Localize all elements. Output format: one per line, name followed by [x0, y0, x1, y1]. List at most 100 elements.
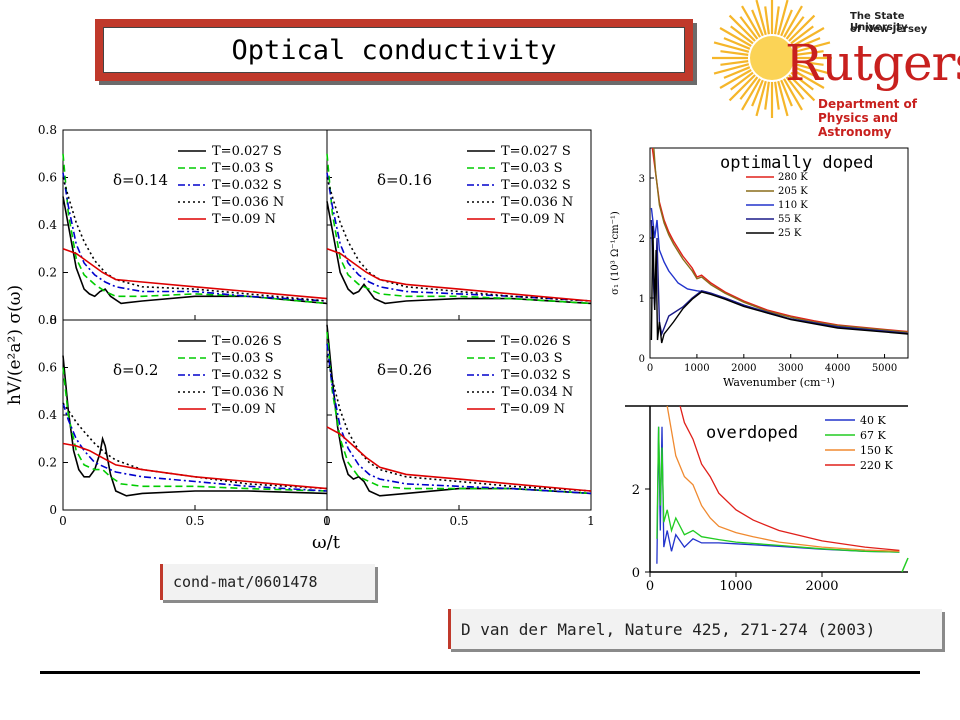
y-tick-label: 0 [49, 503, 57, 517]
y-tick-label: 2 [639, 234, 645, 245]
legend-label: T=0.032 S [501, 368, 571, 383]
series-line [62, 172, 328, 302]
sun-ray [730, 71, 754, 91]
sun-ray [794, 41, 831, 53]
sun-ray [720, 60, 749, 66]
sun-ray [774, 81, 780, 110]
series-line [653, 147, 909, 333]
x-tick-label: 0 [646, 579, 654, 594]
logo-university-line2: of New Jersey [850, 24, 928, 35]
theory-y-axis-label: hV/(e²a²) σ(ω) [5, 285, 25, 405]
sun-ray [792, 69, 825, 89]
legend-label: 220 K [860, 459, 893, 472]
y-tick-label: 3 [639, 174, 645, 185]
legend-label: T=0.09 N [212, 212, 276, 227]
series-line [651, 147, 909, 333]
legend-label: T=0.036 N [212, 195, 284, 210]
legend-label: 55 K [778, 214, 802, 225]
x-tick-label: 0 [323, 514, 331, 528]
delta-label: δ=0.14 [113, 171, 168, 189]
y-tick-label: 0.2 [38, 266, 57, 280]
sun-ray [792, 27, 825, 47]
sun-ray [728, 14, 756, 42]
logo-university-line1: The State University [850, 11, 908, 33]
optimally-doped-chart: 0 1 2 3 0 1000 2000 3000 4000 5000 Wavenumber (cm⁻… [610, 147, 909, 389]
legend-label: T=0.09 N [212, 402, 276, 417]
optimal-frame [649, 147, 909, 359]
legend-label: 110 K [778, 200, 808, 211]
optimal-x-axis-label: Wavenumber (cm⁻¹) [723, 376, 835, 389]
series-line [62, 177, 328, 302]
sun-ray [764, 6, 770, 35]
sun-ray [794, 63, 831, 75]
sun-ray [713, 41, 750, 53]
legend-label: 280 K [778, 172, 808, 183]
series-line [326, 355, 592, 492]
legend-label: 150 K [860, 444, 893, 457]
x-tick-label: 3000 [778, 363, 803, 374]
legend-label: T=0.09 N [501, 212, 565, 227]
sun-ray [785, 16, 805, 40]
y-tick-label: 0 [639, 354, 645, 365]
x-tick-label: 0 [59, 514, 67, 528]
series-line [656, 426, 900, 553]
y-tick-label: 0.6 [38, 171, 57, 185]
series-line [62, 248, 328, 300]
sun-ray [788, 14, 816, 42]
sun-ray [795, 60, 824, 66]
optimal-y-axis-label: σ₁ (10³ Ω⁻¹cm⁻¹) [610, 211, 621, 295]
series-line [650, 225, 909, 344]
legend-label: T=0.032 S [212, 178, 282, 193]
sun-ray [739, 76, 759, 100]
legend-label: T=0.03 S [212, 161, 274, 176]
y-tick-label: 2 [632, 483, 640, 498]
x-tick-label: 1 [323, 514, 331, 528]
series-line [679, 405, 900, 552]
x-tick-label: 0.5 [185, 514, 204, 528]
series-line [62, 367, 328, 492]
x-tick-label: 4000 [825, 363, 850, 374]
series-line [666, 405, 900, 552]
legend-label: 40 K [860, 414, 886, 427]
sun-ray [728, 74, 756, 102]
x-tick-label: 0.5 [449, 514, 468, 528]
x-tick-label: 1 [587, 514, 595, 528]
sun-ray [780, 9, 793, 37]
theory-panel-2: δ=0.16 T=0.027 S T=0.03 S T=0.032 S T=0.036 … [326, 129, 592, 321]
sun-ray [723, 66, 751, 79]
legend-label: T=0.034 N [501, 385, 573, 400]
sun-ray [783, 5, 803, 38]
logo-department-line2: Physics and Astronomy [818, 111, 899, 139]
sun-ray [720, 50, 749, 56]
overdoped-label: overdoped [706, 423, 798, 443]
delta-label: δ=0.2 [113, 361, 158, 379]
sun-ray [739, 16, 759, 40]
sun-ray [751, 79, 764, 107]
series-line [62, 442, 328, 490]
theory-panel-3: 00.20.40.60.80 0.5 1δ=0.2T=0.026 ST=0.03 S… [38, 313, 331, 528]
legend-label: T=0.032 S [212, 368, 282, 383]
optimally-doped-label: optimally doped [720, 153, 874, 173]
y-tick-label: 0.8 [38, 313, 57, 327]
legend-label: 67 K [860, 429, 886, 442]
legend-label: 205 K [778, 186, 808, 197]
y-tick-label: 1 [639, 294, 645, 305]
legend-label: T=0.09 N [501, 402, 565, 417]
overdoped-chart: 0 2 0 1000 2000 40 K 67 K 150 K 220 K overdoped [625, 405, 909, 594]
x-tick-label: 2000 [805, 579, 838, 594]
series-line [62, 153, 328, 305]
sun-ray [793, 66, 821, 79]
legend-label: T=0.036 N [212, 385, 284, 400]
series-line [62, 402, 328, 492]
sun-ray [723, 37, 751, 50]
sun-ray [719, 69, 752, 89]
reference-nature: D van der Marel, Nature 425, 271-274 (20… [448, 609, 942, 649]
sun-ray [785, 76, 805, 100]
theory-conductivity-chart: hV/(e²a²) σ(ω) ω/t 0 0.2 0.4 0.6 0.8 δ=0.14 T=… [5, 123, 595, 553]
footer-divider [40, 671, 920, 674]
theory-x-axis-label: ω/t [312, 532, 341, 553]
sun-ray [751, 9, 764, 37]
series-line [62, 355, 328, 497]
legend-label: T=0.03 S [501, 351, 563, 366]
sun-ray [755, 80, 767, 117]
